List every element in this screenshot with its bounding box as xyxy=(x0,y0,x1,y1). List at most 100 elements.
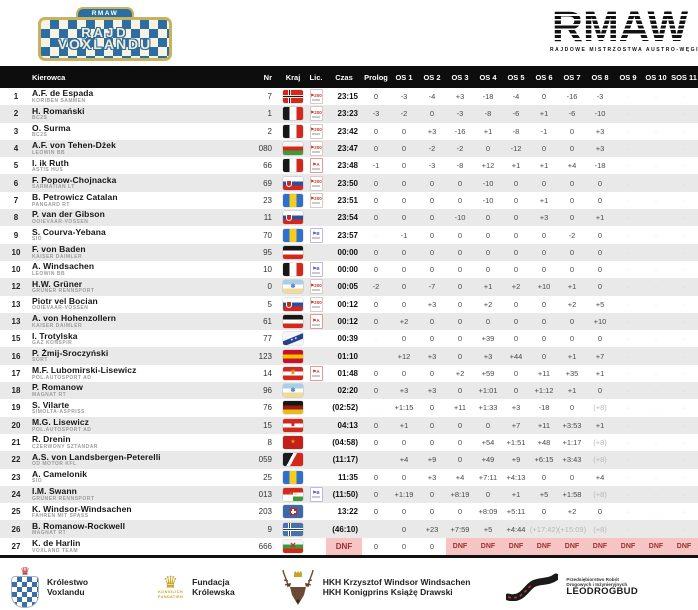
stage-time-cell: 0 xyxy=(541,507,547,517)
car-number-cell: 666 xyxy=(258,541,272,551)
licence-badge-icon: ⚑A xyxy=(309,314,323,329)
licence-badge-text: ⚑200 xyxy=(310,196,322,202)
stage-time-cell: +3 xyxy=(539,213,549,223)
stage-time-cell: 0 xyxy=(373,126,379,136)
country-flag-icon: ✕ xyxy=(283,539,303,553)
position-cell: 5 xyxy=(13,161,19,171)
driver-cell: M.G. Lisewicz POL.AUTOSPORT AD xyxy=(32,418,240,433)
column-header-os-2: OS 2 xyxy=(423,72,441,82)
column-header-lic-: Lic. xyxy=(309,72,323,82)
total-time-cell: 01:10 xyxy=(337,351,358,361)
licence-badge-line xyxy=(312,150,320,153)
total-time-cell: 00:00 xyxy=(337,247,358,257)
stage-time-cell: 0 xyxy=(541,247,547,257)
country-flag-icon xyxy=(283,159,303,173)
stage-time-cell: 0 xyxy=(569,247,575,257)
table-row: 19 S. Vilarte SIMOLTA-ASPRISS 76 (02:52) · +1:… xyxy=(0,399,698,417)
stage-time-cell: 0 xyxy=(541,265,547,275)
driver-name: I.M. Swann xyxy=(32,486,77,497)
driver-name: H. Romański xyxy=(32,105,85,116)
stage-time-cell: · xyxy=(626,161,630,171)
stage-time-cell: +1 xyxy=(539,109,549,119)
total-time-cell: 23:50 xyxy=(337,178,358,188)
column-header-czas: Czas xyxy=(335,72,353,82)
car-number-cell: 123 xyxy=(258,351,272,361)
stage-time-cell: · xyxy=(654,247,658,257)
stage-time-cell: (+8) xyxy=(593,489,607,499)
licence-cell: ⚑200 xyxy=(306,123,326,140)
country-cell xyxy=(280,192,306,209)
stage-time-cell: +1 xyxy=(595,420,605,430)
stage-time-cell: 0 xyxy=(429,368,435,378)
country-cell xyxy=(280,347,306,364)
car-number-cell: 8 xyxy=(267,438,272,448)
stage-time-cell: · xyxy=(626,334,630,344)
column-header-os-10: OS 10 xyxy=(645,72,667,82)
stage-time-cell: 0 xyxy=(485,317,491,326)
stage-time-cell: 0 xyxy=(485,420,491,430)
stage-time-cell: -18 xyxy=(538,403,550,413)
table-row: 27 K. de Harlin VOXLAND TEAM 666 ✕ DNF 0 0 0 DNF D… xyxy=(0,537,698,556)
stage-time-cell: +1 xyxy=(539,161,549,171)
stage-time-cell: · xyxy=(682,438,686,448)
stage-time-cell: · xyxy=(654,455,658,465)
flag-emblem: ★ xyxy=(290,439,296,446)
stage-time-cell: 0 xyxy=(457,455,463,465)
stage-time-cell: +3 xyxy=(511,403,521,413)
position-cell: 25 xyxy=(11,507,21,517)
stage-time-cell: 0 xyxy=(429,178,435,188)
stage-time-cell: +11 xyxy=(537,368,551,378)
position-cell: 9 xyxy=(13,230,19,240)
total-time-cell: DNF xyxy=(326,537,362,556)
stage-time-cell: 0 xyxy=(429,541,435,551)
car-number-cell: 9 xyxy=(267,524,272,534)
stage-time-cell: +11 xyxy=(453,403,467,413)
driver-name: S. Vilarte xyxy=(32,399,70,410)
stage-time-cell: · xyxy=(682,524,686,534)
page-header: RMAW RAJD VOXLANDU RMAW RAJDOWE MISTRZOS… xyxy=(0,0,698,66)
licence-badge-line xyxy=(312,288,320,291)
stage-time-cell: +4 xyxy=(399,455,409,465)
position-cell: 27 xyxy=(11,541,21,551)
car-number-cell: 080 xyxy=(258,144,272,154)
driver-name: F. von Baden xyxy=(32,244,86,255)
stage-time-cell: 0 xyxy=(373,178,379,188)
licence-cell: ⚑A xyxy=(306,157,326,174)
driver-cell: A.S. von Landsbergen-Peterelli OD MOTOR K… xyxy=(32,453,240,468)
stage-time-cell: 0 xyxy=(429,195,435,205)
stage-time-cell: (+17:42) xyxy=(529,524,559,534)
stage-time-cell: 0 xyxy=(373,368,379,378)
licence-cell xyxy=(306,417,326,434)
stage-time-cell: · xyxy=(682,213,686,223)
stage-time-cell: +3 xyxy=(595,126,605,136)
stage-time-cell: · xyxy=(682,420,686,430)
licence-badge-line xyxy=(312,375,320,378)
total-time-cell: 02:20 xyxy=(337,386,358,396)
driver-cell: M.F. Lubomirski-Lisewicz POL.AUTOSPORT AD xyxy=(32,366,240,381)
country-cell xyxy=(280,174,306,191)
stage-time-cell: 0 xyxy=(569,334,575,344)
kingdom-label-line2: Voxlandu xyxy=(47,587,85,598)
stage-time-cell: · xyxy=(654,403,658,413)
car-number-cell: 77 xyxy=(263,334,272,344)
licence-badge-text: ⚑200 xyxy=(310,282,322,288)
country-flag-icon xyxy=(283,297,303,311)
stage-time-cell: DNF xyxy=(446,537,474,556)
stage-time-cell: 0 xyxy=(401,126,407,136)
stage-time-cell: 0 xyxy=(513,195,519,205)
stage-time-cell: (+8) xyxy=(593,455,607,465)
stage-time-cell: 0 xyxy=(429,213,435,223)
stage-time-cell: 0 xyxy=(541,351,547,361)
position-cell: 12 xyxy=(11,282,21,292)
driver-cell: P. Romanow MAGNAT RT xyxy=(32,383,240,398)
stage-time-cell: 0 xyxy=(373,92,379,102)
country-cell xyxy=(280,244,306,261)
stage-time-cell: · xyxy=(682,247,686,257)
team-name: SIMOLTA-ASPRISS xyxy=(32,409,85,416)
table-row: 10 A. Windsachen LEOWIN BB 10 ⚑B 00:00 0 0 0 0 0 0 0… xyxy=(0,260,698,279)
stage-time-cell: -7 xyxy=(428,282,436,292)
team-name: POL.AUTOSPORT AD xyxy=(32,426,92,433)
car-number-cell: 95 xyxy=(263,247,272,257)
position-cell: 26 xyxy=(11,524,21,534)
driver-name: P. Romanow xyxy=(32,382,83,393)
